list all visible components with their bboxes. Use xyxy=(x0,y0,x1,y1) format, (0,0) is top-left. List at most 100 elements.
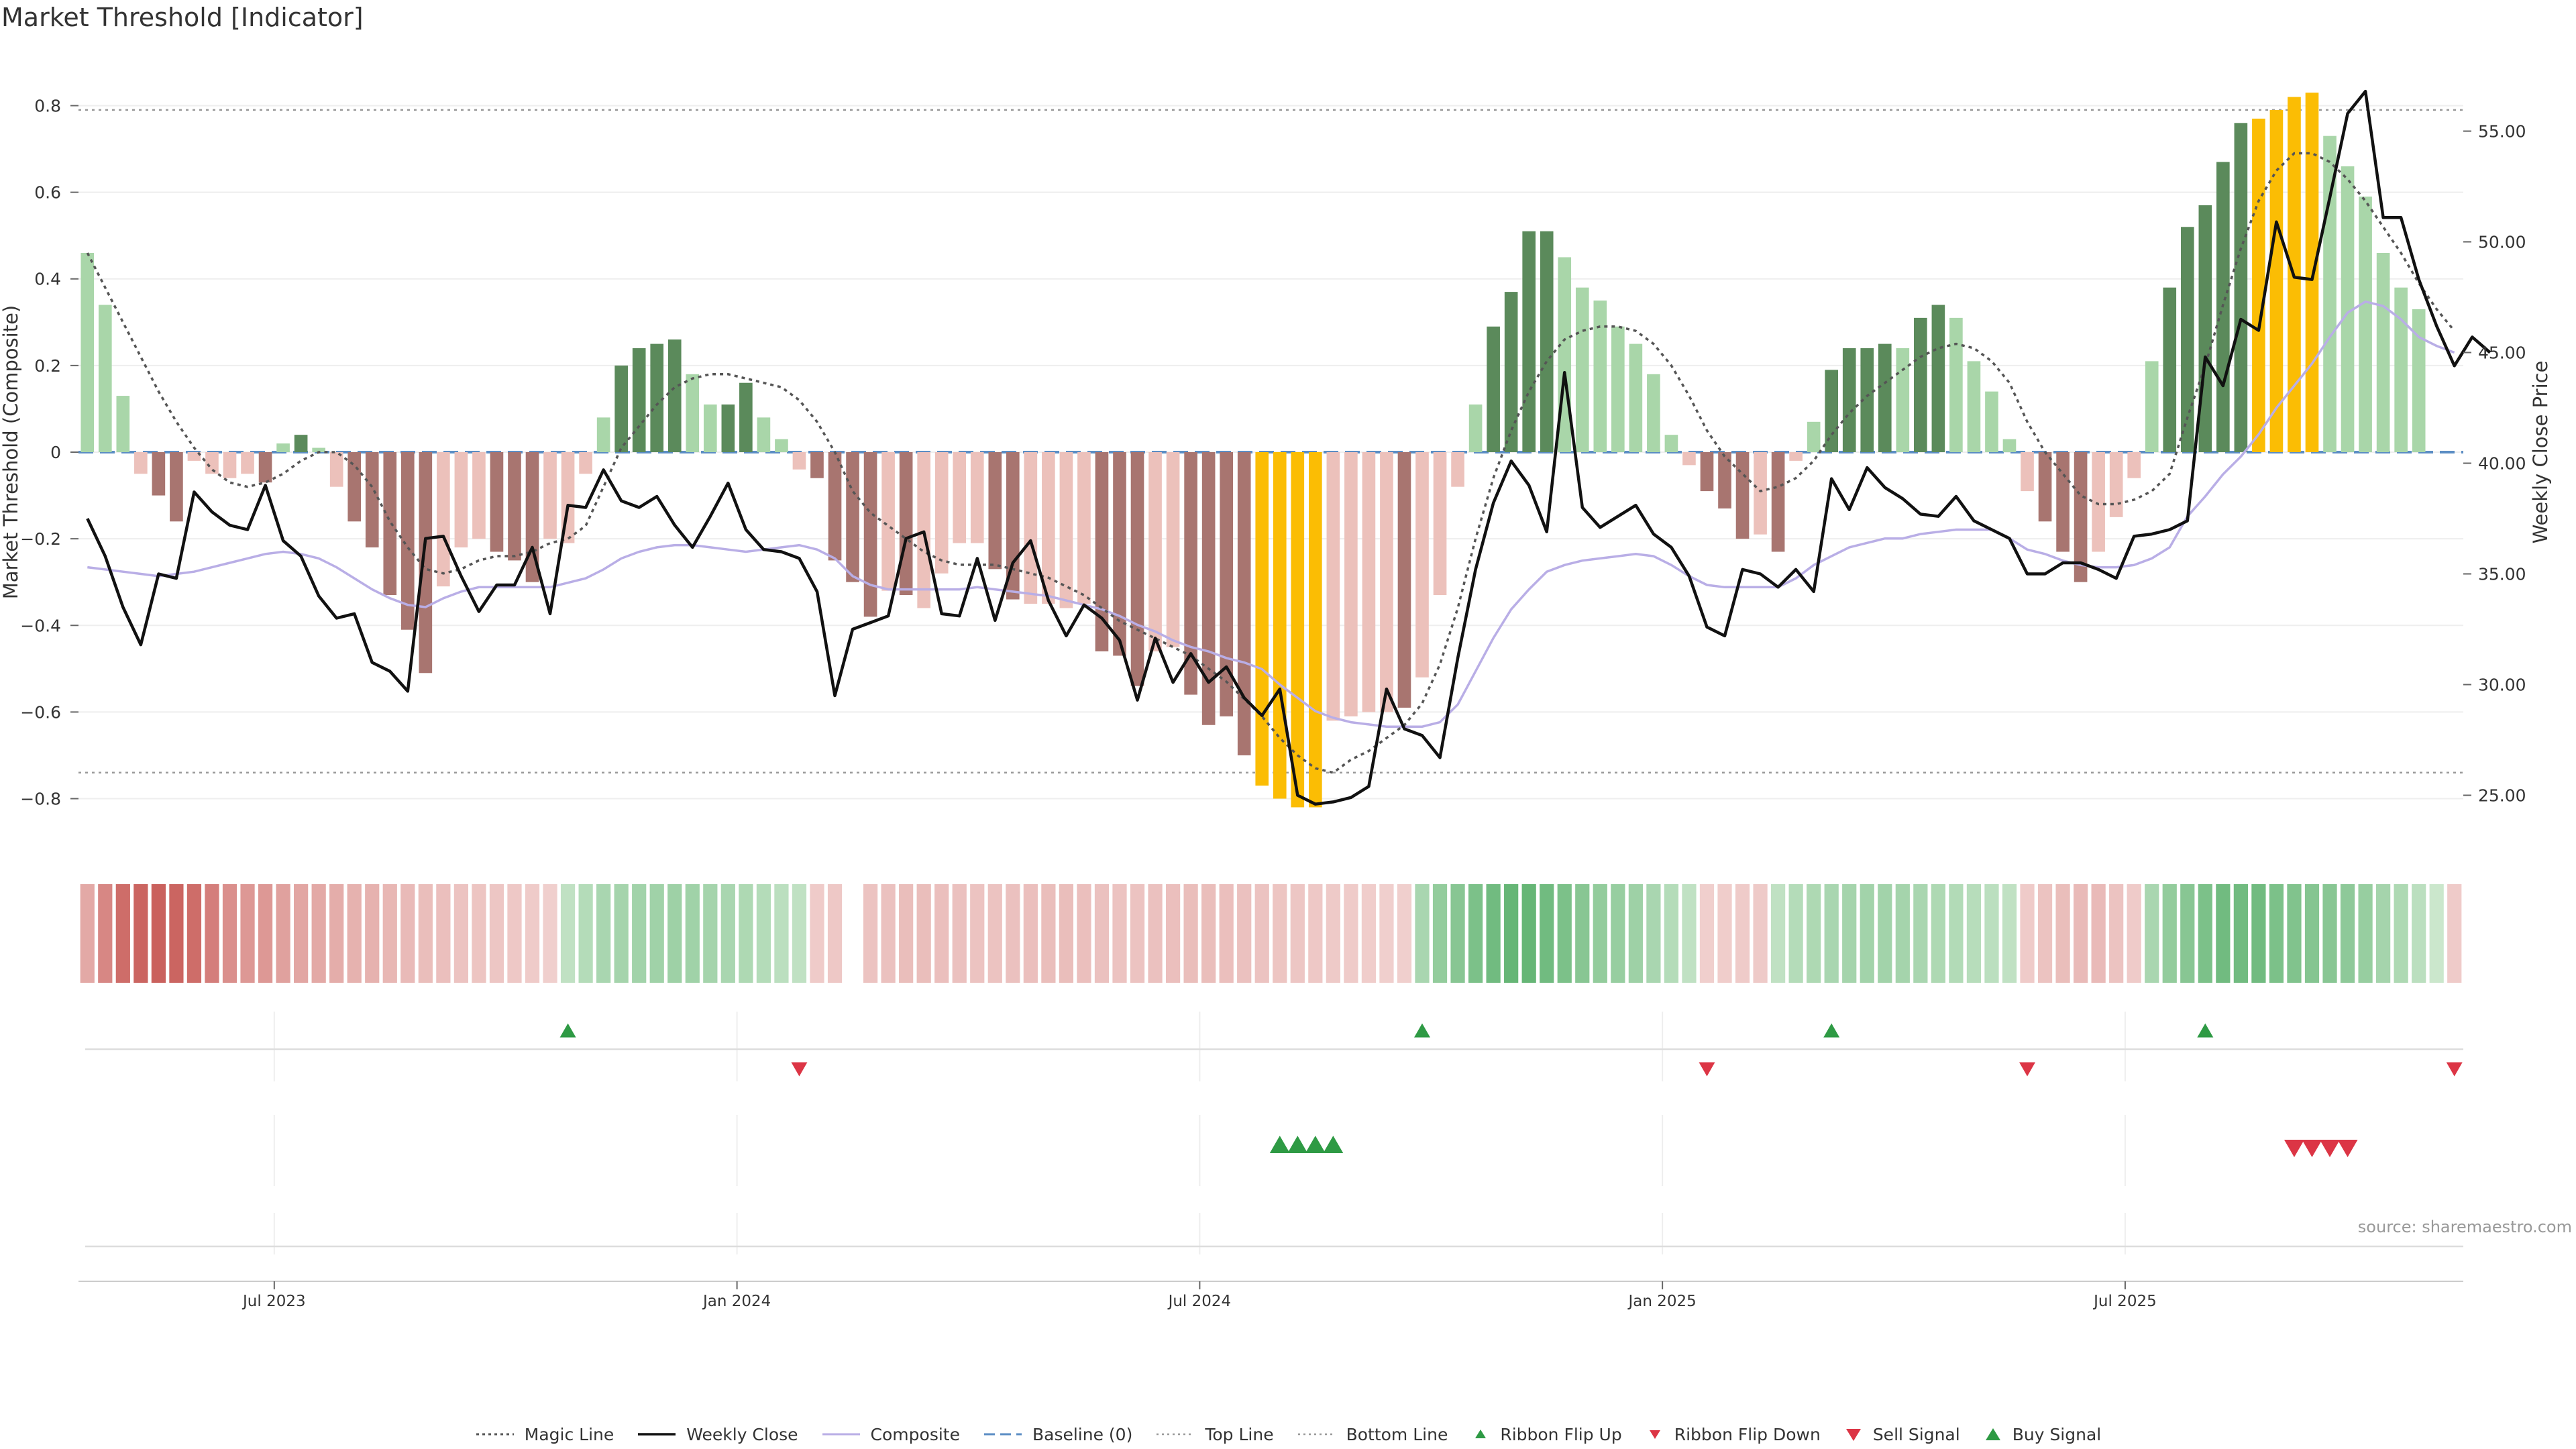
ribbon-cell xyxy=(186,884,202,983)
composite-bar xyxy=(650,343,664,452)
composite-bar xyxy=(437,452,450,587)
composite-bar xyxy=(1415,452,1429,678)
composite-bar xyxy=(1220,452,1233,716)
ribbon-cell xyxy=(952,884,967,983)
composite-bar xyxy=(187,452,201,461)
y-tick-label: −0.8 xyxy=(20,790,61,809)
composite-bar xyxy=(1184,452,1197,695)
x-axis: Jul 2023 Jan 2024 Jul 2024 Jan 2025 Jul 2025 xyxy=(78,1281,2463,1310)
composite-bar xyxy=(988,452,1002,570)
composite-bar xyxy=(703,404,717,452)
composite-bar xyxy=(508,452,521,561)
ribbon-cell xyxy=(596,884,611,983)
composite-bar xyxy=(1237,452,1251,755)
ribbon-cell xyxy=(1344,884,1358,983)
composite-bar xyxy=(1059,452,1073,608)
legend-item: Sell Signal xyxy=(1843,1425,1960,1444)
ribbon-cell xyxy=(2145,884,2159,983)
ribbon-cell xyxy=(2216,884,2231,983)
chart-title: Market Threshold [Indicator] xyxy=(1,3,364,32)
buy-signal-marker xyxy=(1323,1135,1344,1154)
composite-bar xyxy=(1807,421,1821,452)
composite-bar xyxy=(2038,452,2052,522)
ribbon-cell xyxy=(792,884,807,983)
y-tick-label: 0.4 xyxy=(34,270,61,289)
x-tick-label: Jan 2024 xyxy=(702,1293,771,1310)
composite-bar xyxy=(2376,253,2390,452)
composite-bar xyxy=(1255,452,1269,786)
composite-bar xyxy=(579,452,592,474)
composite-bar xyxy=(1451,452,1464,487)
signal-markers xyxy=(559,1023,2463,1158)
ribbon-cell xyxy=(970,884,985,983)
composite-bar xyxy=(1575,287,1589,452)
ribbon-cell xyxy=(276,884,290,983)
composite-bar xyxy=(543,452,557,539)
y-tick-label: −0.4 xyxy=(20,616,61,635)
ribbon-cell xyxy=(649,884,664,983)
ribbon-cell xyxy=(810,884,824,983)
composite-bar xyxy=(792,452,806,470)
ribbon-cell xyxy=(2180,884,2195,983)
ribbon-cell xyxy=(899,884,914,983)
ribbon-cell xyxy=(685,884,700,983)
chart-legend: Magic Line Weekly Close Composite Baseline … xyxy=(0,1421,2576,1448)
composite-bar xyxy=(2341,166,2355,452)
ribbon-cell xyxy=(756,884,771,983)
ribbon-cell xyxy=(1949,884,1964,983)
ribbon-cell xyxy=(1077,884,1091,983)
ribbon-flip-down-marker xyxy=(2446,1062,2463,1077)
composite-bar xyxy=(1682,452,1696,466)
ribbon-cell xyxy=(1237,884,1252,983)
small-up-triangle-icon xyxy=(1475,1430,1487,1438)
series-lines xyxy=(86,89,2491,806)
composite-bar xyxy=(1754,452,1767,535)
sell-signal-marker xyxy=(2320,1139,2341,1158)
ribbon-flip-down-marker xyxy=(2019,1062,2036,1077)
composite-bar xyxy=(2002,439,2017,452)
ribbon-cell xyxy=(1521,884,1536,983)
composite-bar xyxy=(1487,326,1500,452)
ribbon-cell xyxy=(1717,884,1732,983)
legend-item: Top Line xyxy=(1155,1425,1274,1444)
ribbon-cell xyxy=(2429,884,2444,983)
composite-bar xyxy=(1931,305,1945,452)
sell-signal-marker xyxy=(2284,1139,2304,1158)
composite-bar xyxy=(383,452,397,596)
ribbon-cell xyxy=(2251,884,2266,983)
ribbon-cell xyxy=(1646,884,1661,983)
composite-bar xyxy=(881,452,895,591)
y2-tick-label: 30.00 xyxy=(2478,676,2526,695)
triangle-glyph xyxy=(1649,1430,1660,1439)
composite-bar xyxy=(1326,452,1340,721)
ribbon-cell xyxy=(2127,884,2141,983)
ribbon-cell xyxy=(2162,884,2177,983)
composite-bar xyxy=(1113,452,1126,656)
composite-bar xyxy=(596,417,610,452)
triangle-glyph xyxy=(1985,1428,2000,1440)
ribbon-cell xyxy=(1611,884,1625,983)
ribbon-cell xyxy=(2322,884,2337,983)
ribbon-cell xyxy=(1397,884,1412,983)
composite-bar xyxy=(2056,452,2070,552)
composite-bar xyxy=(1273,452,1287,799)
composite-bar xyxy=(2092,452,2105,552)
ribbon-cell xyxy=(1913,884,1928,983)
ribbon-cell xyxy=(222,884,237,983)
composite-bar xyxy=(863,452,877,617)
ribbon-cell xyxy=(1183,884,1198,983)
axes: 0.8 0.6 0.4 0.2 0 −0.2 −0.4 −0.6 −0.8 55.00 50.00 4… xyxy=(0,96,2552,808)
composite-bar xyxy=(490,452,504,552)
ribbon-cell xyxy=(115,884,130,983)
composite-bar xyxy=(1468,404,1483,452)
ribbon-cell xyxy=(1931,884,1945,983)
triangle-glyph xyxy=(1475,1430,1487,1438)
ribbon-cell xyxy=(1450,884,1465,983)
ribbon-cell xyxy=(347,884,362,983)
ribbon-cell xyxy=(489,884,504,983)
source-credit: source: sharemaestro.com xyxy=(2357,1218,2572,1236)
composite-bar xyxy=(1522,231,1536,452)
ribbon-cell xyxy=(453,884,469,983)
composite-bar xyxy=(2412,309,2426,452)
